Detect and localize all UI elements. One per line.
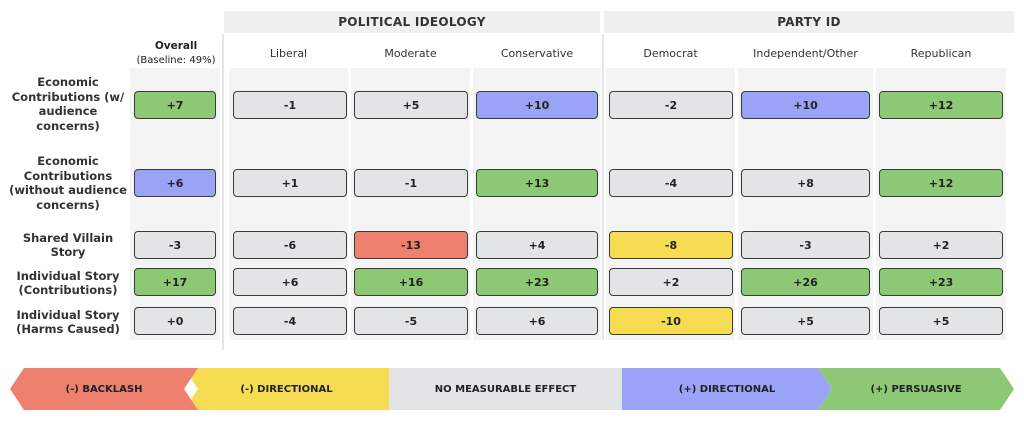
cell-individual-contributions-overall: +17 <box>134 268 216 296</box>
cell-econ-with-concerns-moderate: +5 <box>354 91 468 119</box>
row-label-shared-villain: Shared Villain Story <box>22 230 114 260</box>
cell-econ-without-concerns-liberal: +1 <box>233 169 347 197</box>
legend-persuasive: (+) PERSUASIVE <box>818 368 1014 410</box>
cell-shared-villain-independent: -3 <box>741 231 870 259</box>
legend-negative-directional: (-) DIRECTIONAL <box>184 368 389 410</box>
col-header-republican: Republican <box>910 46 972 60</box>
cell-shared-villain-republican: +2 <box>879 231 1003 259</box>
row-label-econ-without-concerns: Economic Contributions (without audience… <box>9 154 127 212</box>
party-id-header: PARTY ID <box>604 11 1014 33</box>
row-label-econ-with-concerns: Economic Contributions (w/ audience conc… <box>11 75 125 133</box>
cell-shared-villain-moderate: -13 <box>354 231 468 259</box>
overall-label: Overall <box>154 40 198 52</box>
col-header-liberal: Liberal <box>269 46 308 60</box>
cell-individual-contributions-republican: +23 <box>879 268 1003 296</box>
row-label-individual-harms: Individual Story (Harms Caused) <box>16 307 120 337</box>
cell-econ-without-concerns-overall: +6 <box>134 169 216 197</box>
legend-no-effect: NO MEASURABLE EFFECT <box>389 368 622 410</box>
cell-econ-without-concerns-moderate: -1 <box>354 169 468 197</box>
cell-individual-harms-moderate: -5 <box>354 307 468 335</box>
col-header-conservative: Conservative <box>500 46 574 60</box>
overall-divider <box>222 34 224 350</box>
overall-column-header: Overall (Baseline: 49%) <box>128 39 224 69</box>
cell-shared-villain-overall: -3 <box>134 231 216 259</box>
row-label-individual-contributions: Individual Story (Contributions) <box>16 268 120 298</box>
legend-positive-directional: (+) DIRECTIONAL <box>622 368 832 410</box>
col-header-democrat: Democrat <box>643 46 698 60</box>
legend-backlash: (-) BACKLASH <box>10 368 198 410</box>
cell-shared-villain-liberal: -6 <box>233 231 347 259</box>
cell-individual-harms-democrat: -10 <box>609 307 733 335</box>
cell-econ-with-concerns-liberal: -1 <box>233 91 347 119</box>
cell-individual-harms-independent: +5 <box>741 307 870 335</box>
cell-individual-contributions-liberal: +6 <box>233 268 347 296</box>
cell-econ-with-concerns-republican: +12 <box>879 91 1003 119</box>
cell-econ-with-concerns-overall: +7 <box>134 91 216 119</box>
cell-individual-harms-liberal: -4 <box>233 307 347 335</box>
cell-econ-with-concerns-independent: +10 <box>741 91 870 119</box>
col-header-moderate: Moderate <box>384 46 437 60</box>
cell-individual-contributions-democrat: +2 <box>609 268 733 296</box>
overall-baseline: (Baseline: 49%) <box>136 55 216 66</box>
cell-econ-without-concerns-democrat: -4 <box>609 169 733 197</box>
cell-econ-without-concerns-conservative: +13 <box>476 169 598 197</box>
cell-econ-with-concerns-democrat: -2 <box>609 91 733 119</box>
cell-individual-contributions-moderate: +16 <box>354 268 468 296</box>
cell-individual-harms-overall: +0 <box>134 307 216 335</box>
cell-individual-contributions-conservative: +23 <box>476 268 598 296</box>
political-ideology-header: POLITICAL IDEOLOGY <box>224 11 600 33</box>
cell-econ-without-concerns-republican: +12 <box>879 169 1003 197</box>
col-header-independent: Independent/Other <box>753 46 858 60</box>
cell-individual-harms-conservative: +6 <box>476 307 598 335</box>
group-divider <box>602 34 604 340</box>
cell-shared-villain-conservative: +4 <box>476 231 598 259</box>
cell-individual-contributions-independent: +26 <box>741 268 870 296</box>
cell-econ-without-concerns-independent: +8 <box>741 169 870 197</box>
cell-econ-with-concerns-conservative: +10 <box>476 91 598 119</box>
cell-individual-harms-republican: +5 <box>879 307 1003 335</box>
cell-shared-villain-democrat: -8 <box>609 231 733 259</box>
